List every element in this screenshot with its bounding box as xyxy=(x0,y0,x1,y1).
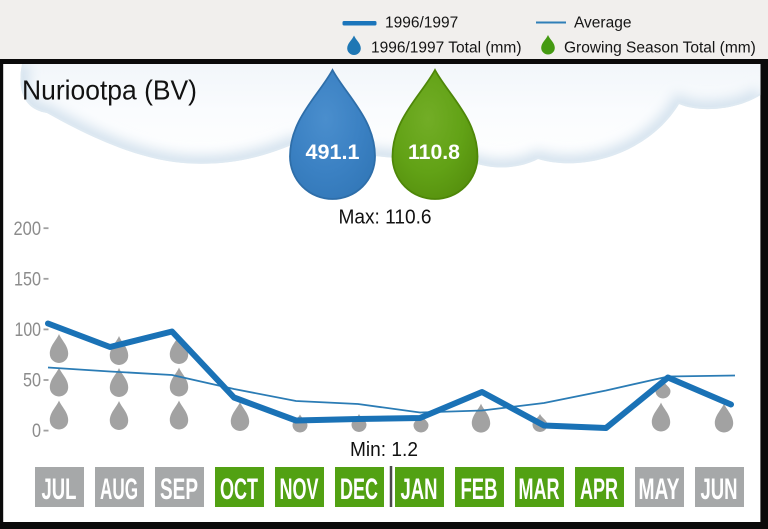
svg-text:FEB: FEB xyxy=(461,473,498,506)
svg-text:0: 0 xyxy=(32,421,41,442)
svg-text:MAR: MAR xyxy=(519,473,560,506)
svg-text:50: 50 xyxy=(23,371,41,392)
svg-text:MAY: MAY xyxy=(639,473,680,506)
svg-text:150: 150 xyxy=(14,270,41,291)
svg-text:Average: Average xyxy=(574,15,631,32)
svg-text:Nuriootpa (BV): Nuriootpa (BV) xyxy=(22,75,197,106)
svg-text:110.8: 110.8 xyxy=(408,140,460,164)
svg-text:1996/1997 Total (mm): 1996/1997 Total (mm) xyxy=(371,40,522,57)
svg-text:491.1: 491.1 xyxy=(306,140,360,164)
svg-text:AUG: AUG xyxy=(100,473,138,506)
svg-text:DEC: DEC xyxy=(340,473,378,506)
svg-text:NOV: NOV xyxy=(280,473,319,506)
svg-text:OCT: OCT xyxy=(220,473,258,506)
svg-text:Max: 110.6: Max: 110.6 xyxy=(339,207,432,229)
svg-text:Min: 1.2: Min: 1.2 xyxy=(350,439,418,461)
svg-text:Growing Season Total (mm): Growing Season Total (mm) xyxy=(564,40,756,57)
svg-text:100: 100 xyxy=(15,320,42,341)
svg-text:SEP: SEP xyxy=(160,473,198,506)
svg-text:JAN: JAN xyxy=(401,473,438,506)
svg-text:200: 200 xyxy=(14,219,42,240)
svg-text:1996/1997: 1996/1997 xyxy=(385,15,458,32)
svg-text:JUN: JUN xyxy=(701,473,738,506)
svg-text:APR: APR xyxy=(580,473,618,506)
svg-text:JUL: JUL xyxy=(42,473,77,506)
